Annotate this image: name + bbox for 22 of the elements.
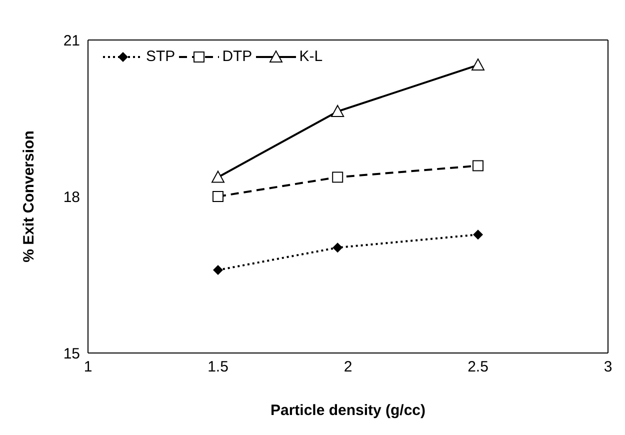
y-axis-title: % Exit Conversion xyxy=(20,130,38,262)
x-axis-title: Particle density (g/cc) xyxy=(270,402,426,419)
x-tick-label: 1 xyxy=(84,358,92,376)
point xyxy=(332,242,343,253)
x-tick-label: 3 xyxy=(604,358,612,376)
y-tick-label: 21 xyxy=(63,32,80,50)
point xyxy=(472,58,484,71)
point xyxy=(472,160,484,172)
y-tick-label: 15 xyxy=(63,345,80,362)
x-tick-label: 2 xyxy=(344,358,352,376)
point xyxy=(213,265,223,276)
y-tick-label: 18 xyxy=(63,188,80,206)
point xyxy=(212,170,224,183)
legend-label: DTP xyxy=(222,48,252,65)
point xyxy=(473,230,483,240)
point xyxy=(212,191,224,202)
legend-label: K-L xyxy=(299,48,323,65)
legend-label: STP xyxy=(146,48,176,65)
point xyxy=(331,104,344,117)
x-tick-label: 1.5 xyxy=(208,358,228,376)
point xyxy=(332,172,344,183)
x-tick-label: 2.5 xyxy=(468,358,488,376)
